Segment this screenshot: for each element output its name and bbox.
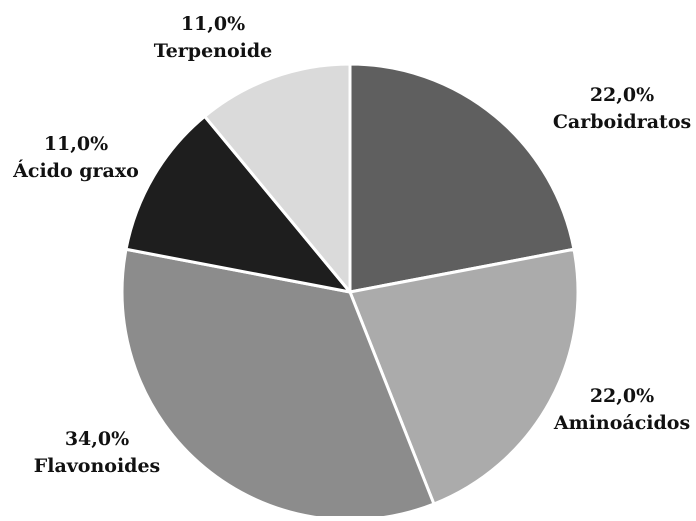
pie-slice-acido-graxo	[124, 114, 352, 294]
pie-slices	[120, 62, 580, 521]
slice-value-label-aminoacidos: 22,0%	[590, 385, 654, 407]
slice-value-label-acido-graxo: 11,0%	[44, 133, 108, 155]
pie-slice-terpenoide	[203, 62, 352, 294]
slice-category-label-flavonoides: Flavonoides	[34, 455, 161, 477]
slice-value-label-carboidratos: 22,0%	[590, 84, 654, 106]
slice-category-label-aminoacidos: Aminoácidos	[553, 412, 690, 434]
slice-value-label-terpenoide: 11,0%	[181, 13, 245, 35]
pie-slice-aminoacidos	[348, 247, 580, 506]
pie-slice-carboidratos	[348, 62, 576, 294]
slice-category-label-acido-graxo: Ácido graxo	[12, 159, 139, 182]
slice-category-label-terpenoide: Terpenoide	[154, 40, 273, 62]
slice-category-label-carboidratos: Carboidratos	[553, 111, 691, 133]
pie-labels: 22,0% Carboidratos 22,0% Aminoácidos 34,0% Fl…	[12, 13, 691, 477]
slice-value-label-flavonoides: 34,0%	[65, 428, 129, 450]
